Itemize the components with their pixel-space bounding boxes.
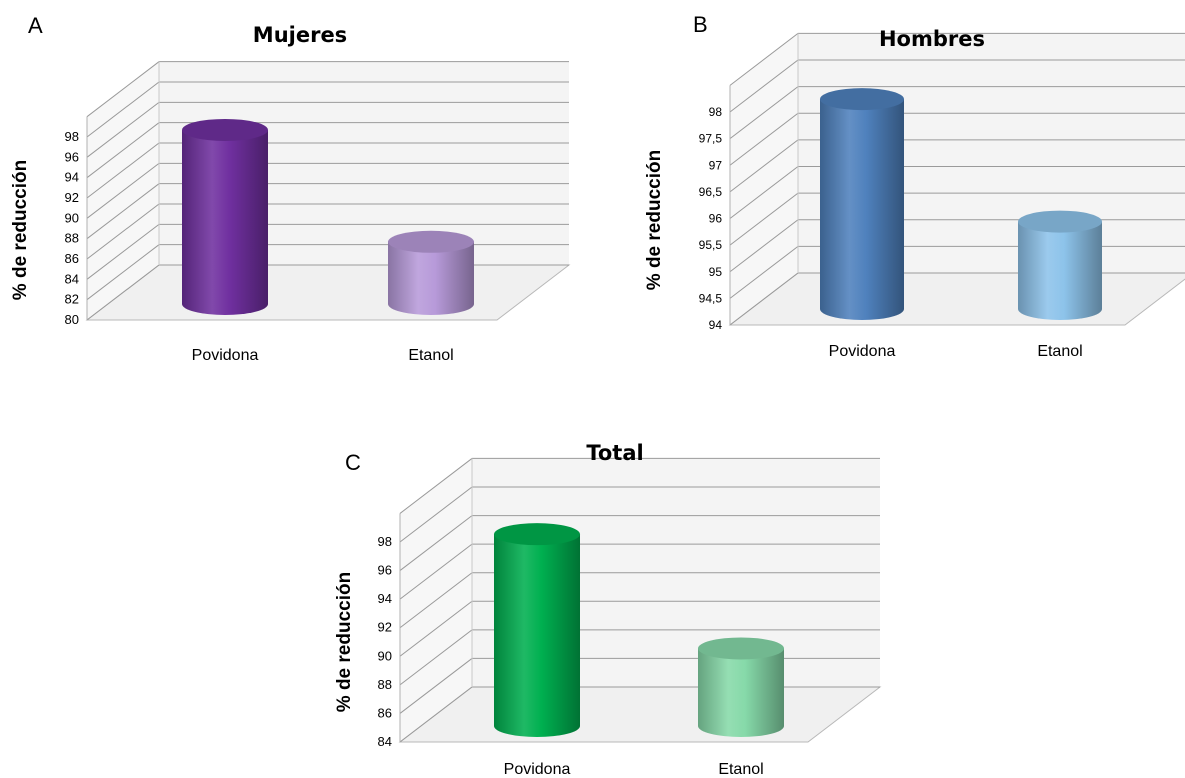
y-tick-label: 80 (65, 312, 79, 327)
floor (728, 272, 1185, 326)
bar-etanol (388, 241, 474, 315)
y-tick-label: 86 (378, 705, 392, 720)
y-tick-label: 94 (709, 318, 723, 332)
bar-top-etanol (1018, 210, 1102, 233)
bar-etanol (698, 648, 784, 737)
chart-title: Hombres (879, 27, 985, 51)
x-category-label: Etanol (718, 761, 763, 778)
y-tick-label: 97 (709, 158, 723, 172)
chart-panel-c: 84 86 88 90 92 94 96 98 Povidona Etanol Total % de … (334, 441, 882, 778)
y-axis-label: % de reducción (644, 150, 665, 290)
y-tick-label: 98 (65, 129, 79, 144)
floor (85, 264, 571, 321)
y-tick-label: 86 (65, 251, 79, 266)
side-wall (730, 33, 798, 325)
bar-povidona (182, 129, 268, 315)
x-category-label: Etanol (408, 347, 453, 364)
chart-panel-a: 80 82 84 86 88 90 92 94 96 98 Povidona Etanol Mujere… (10, 13, 571, 364)
y-tick-label: 95,5 (699, 238, 723, 252)
y-tick-label: 88 (378, 677, 392, 692)
y-tick-label: 97,5 (699, 132, 723, 146)
y-tick-label: 94 (65, 170, 79, 185)
floor (398, 686, 882, 743)
y-tick-label: 98 (709, 105, 723, 119)
bar-top-povidona (820, 88, 904, 111)
y-axis-label: % de reducción (10, 160, 31, 300)
y-tick-label: 92 (378, 620, 392, 635)
y-tick-label: 84 (378, 734, 392, 749)
bar-etanol (1018, 221, 1102, 320)
y-tick-label: 95 (709, 265, 723, 279)
y-tick-label: 94,5 (699, 291, 723, 305)
y-tick-label: 90 (65, 210, 79, 225)
x-category-label: Povidona (192, 347, 259, 364)
bar-top-etanol (698, 637, 784, 660)
x-category-label: Etanol (1037, 343, 1082, 360)
bar-top-povidona (494, 523, 580, 546)
x-category-label: Povidona (504, 761, 571, 778)
bar-povidona (494, 534, 580, 737)
y-tick-label: 82 (65, 292, 79, 307)
bar-povidona (820, 99, 904, 320)
y-tick-label: 96,5 (699, 185, 723, 199)
y-tick-label: 92 (65, 190, 79, 205)
y-tick-label: 96 (709, 212, 723, 226)
y-tick-label: 96 (378, 563, 392, 578)
panel-letter: A (28, 13, 43, 38)
y-tick-label: 98 (378, 534, 392, 549)
y-axis-label: % de reducción (334, 572, 355, 712)
x-category-label: Povidona (829, 343, 896, 360)
y-tick-label: 94 (378, 591, 392, 606)
y-tick-label: 90 (378, 648, 392, 663)
panel-letter: C (345, 450, 361, 475)
y-tick-label: 96 (65, 149, 79, 164)
y-tick-label: 84 (65, 271, 79, 286)
chart-title: Mujeres (253, 23, 347, 47)
bar-top-povidona (182, 118, 268, 141)
y-tick-label: 88 (65, 231, 79, 246)
panel-letter: B (693, 12, 708, 37)
chart-panel-b: 94 94,5 95 95,5 96 96,5 97 97,5 98 Povidona Etanol… (644, 12, 1185, 360)
bar-top-etanol (388, 230, 474, 253)
chart-title: Total (586, 441, 643, 465)
